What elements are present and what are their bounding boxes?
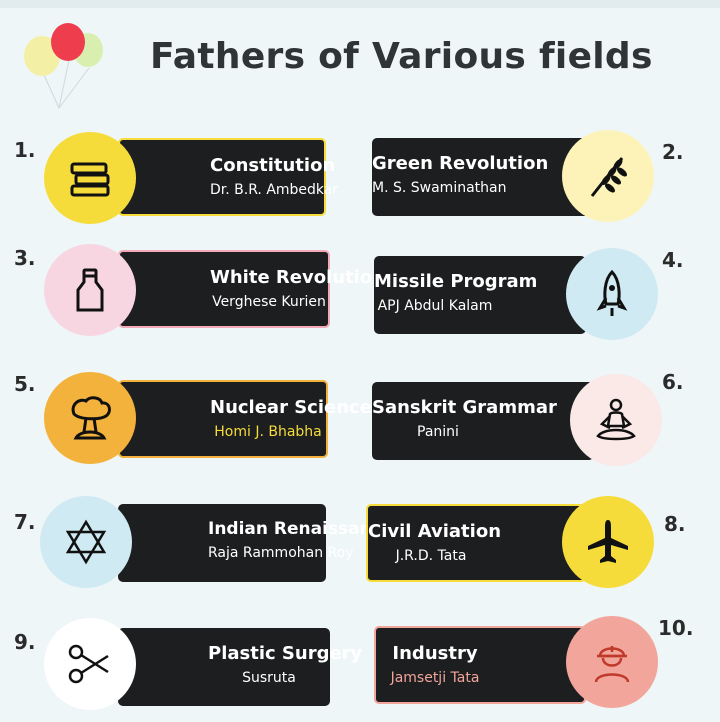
- item-number: 1.: [14, 138, 36, 162]
- top-border: [0, 0, 720, 8]
- item-number: 10.: [658, 616, 694, 640]
- field-label: Sanskrit Grammar: [372, 397, 557, 418]
- item-number: 2.: [662, 140, 684, 164]
- field-label: Green Revolution: [372, 153, 549, 174]
- field-label: Indian Renaissance: [208, 519, 394, 539]
- person-label: Panini: [417, 424, 459, 440]
- star-of-david-icon: [40, 496, 132, 588]
- person-label: Raja Rammohan Roy: [208, 545, 354, 561]
- meditation-icon: [570, 374, 662, 466]
- item-number: 6.: [662, 370, 684, 394]
- person-label: Susruta: [242, 670, 296, 686]
- field-label: Missile Program: [374, 271, 538, 292]
- card-industry: Industry Jamsetji Tata: [374, 626, 586, 704]
- item-number: 8.: [664, 512, 686, 536]
- card-missile-program: Missile Program APJ Abdul Kalam: [374, 256, 586, 334]
- card-green-revolution: Green Revolution M. S. Swaminathan: [372, 138, 592, 216]
- item-number: 4.: [662, 248, 684, 272]
- milk-bottle-icon: [44, 244, 136, 336]
- page-title: Fathers of Various fields: [150, 36, 653, 77]
- person-label: APJ Abdul Kalam: [377, 298, 493, 314]
- field-label: Constitution: [210, 155, 336, 176]
- books-icon: [44, 132, 136, 224]
- person-label: Homi J. Bhabha: [214, 424, 322, 440]
- card-indian-renaissance: Indian Renaissance Raja Rammohan Roy: [118, 504, 394, 582]
- person-label: J.R.D. Tata: [395, 548, 467, 564]
- person-label: Jamsetji Tata: [390, 670, 480, 686]
- card-sanskrit-grammar: Sanskrit Grammar Panini: [372, 382, 594, 460]
- item-number: 9.: [14, 630, 36, 654]
- wheat-icon: [562, 130, 654, 222]
- item-number: 5.: [14, 372, 36, 396]
- field-label: Plastic Surgery: [208, 643, 363, 664]
- item-number: 3.: [14, 246, 36, 270]
- person-label: M. S. Swaminathan: [372, 180, 507, 196]
- rocket-icon: [566, 248, 658, 340]
- worker-icon: [566, 616, 658, 708]
- card-white-revolution: White Revolution Verghese Kurien: [118, 250, 386, 328]
- card-plastic-surgery: Plastic Surgery Susruta: [118, 628, 363, 706]
- item-number: 7.: [14, 510, 36, 534]
- airplane-icon: [562, 496, 654, 588]
- card-nuclear-science: Nuclear Science Homi J. Bhabha: [118, 380, 372, 458]
- field-label: Civil Aviation: [368, 521, 502, 542]
- field-label: Industry: [392, 643, 478, 664]
- field-label: Nuclear Science: [210, 397, 372, 418]
- mushroom-cloud-icon: [44, 372, 136, 464]
- field-label: White Revolution: [210, 267, 386, 288]
- person-label: Verghese Kurien: [212, 294, 326, 310]
- person-label: Dr. B.R. Ambedkar: [210, 182, 339, 198]
- card-civil-aviation: Civil Aviation J.R.D. Tata: [366, 504, 586, 582]
- scissors-icon: [44, 618, 136, 710]
- balloons-icon: [24, 23, 103, 109]
- card-constitution: Constitution Dr. B.R. Ambedkar: [118, 138, 339, 216]
